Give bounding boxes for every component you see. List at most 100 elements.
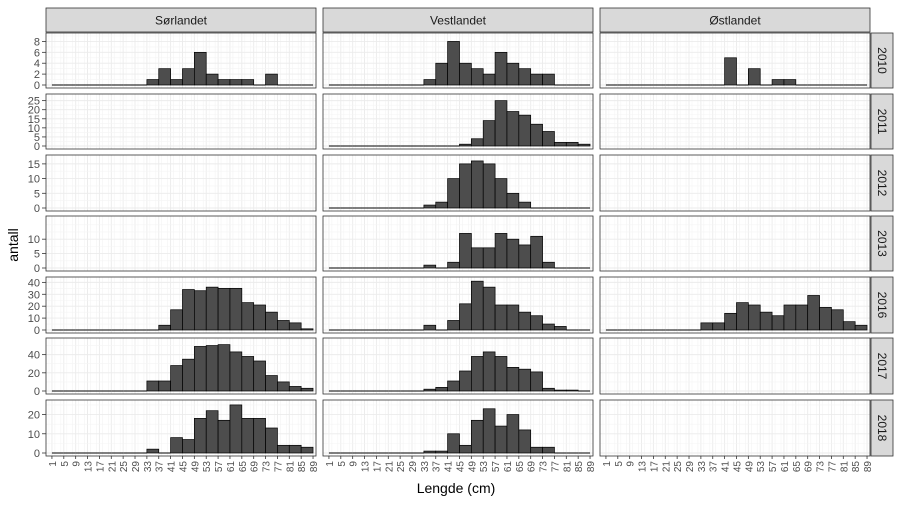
- histogram-bar: [471, 138, 484, 147]
- histogram-bar: [518, 201, 532, 209]
- histogram-bar: [146, 380, 160, 392]
- x-tick-label: 45: [732, 461, 743, 473]
- x-tick-label: 17: [649, 461, 660, 473]
- histogram-bar: [229, 79, 243, 86]
- x-tick-label: 37: [709, 461, 720, 473]
- x-tick-label: 9: [349, 461, 360, 467]
- y-tick-label: 40: [28, 277, 40, 289]
- y-tick-label: 30: [28, 289, 40, 301]
- panel-frame: [599, 215, 871, 272]
- histogram-bar: [300, 328, 314, 331]
- histogram-bar: [447, 320, 460, 331]
- y-tick-label: 15: [28, 159, 40, 171]
- y-tick-label: 5: [34, 188, 40, 200]
- x-tick-label: 33: [697, 461, 708, 473]
- x-tick-label: 5: [337, 461, 348, 467]
- histogram-bar: [447, 433, 460, 454]
- histogram-bar: [506, 304, 520, 331]
- x-tick-label: 21: [661, 461, 672, 473]
- x-tick-label: 41: [444, 461, 455, 473]
- x-tick-label: 77: [550, 461, 561, 473]
- panel-frame: [599, 32, 871, 89]
- x-tick-label: 77: [827, 461, 838, 473]
- histogram-bar: [158, 68, 171, 86]
- histogram-bar: [170, 309, 183, 331]
- x-tick-label: 29: [685, 461, 696, 473]
- histogram-bar: [494, 178, 508, 209]
- panel-background: [600, 155, 870, 211]
- histogram-bar: [471, 68, 484, 86]
- x-tick-label: 77: [273, 461, 284, 473]
- x-tick-label: 65: [238, 461, 249, 473]
- row-strip: [870, 215, 894, 272]
- x-tick-label: 33: [143, 461, 154, 473]
- x-tick-label: 53: [756, 461, 767, 473]
- x-tick-label: 13: [638, 461, 649, 473]
- x-tick-label: 57: [214, 461, 225, 473]
- x-tick-label: 41: [721, 461, 732, 473]
- histogram-bar: [205, 286, 219, 331]
- panel-background: [46, 155, 316, 211]
- histogram-bar: [542, 131, 555, 147]
- row-strip-label: 2016: [875, 292, 889, 319]
- histogram-bar: [506, 111, 520, 147]
- histogram-bar: [542, 446, 555, 454]
- x-tick-label: 85: [574, 461, 585, 473]
- y-tick-label: 0: [34, 448, 40, 460]
- histogram-bar: [435, 201, 448, 209]
- histogram-bar: [554, 142, 567, 147]
- histogram-bar: [194, 418, 207, 454]
- y-tick-label: 6: [34, 47, 40, 59]
- y-tick-label: 0: [34, 141, 40, 153]
- histogram-bar: [459, 370, 472, 392]
- histogram-bar: [300, 387, 314, 392]
- histogram-bar: [241, 302, 255, 331]
- x-tick-label: 89: [309, 461, 320, 473]
- histogram-bar: [182, 439, 195, 454]
- histogram-bar: [577, 143, 591, 147]
- histogram-bar: [482, 351, 496, 392]
- histogram-bar: [542, 73, 555, 86]
- histogram-bar: [530, 235, 543, 269]
- histogram-bar: [506, 192, 520, 209]
- histogram-bar: [423, 450, 437, 454]
- x-tick-label: 61: [780, 461, 791, 473]
- x-tick-label: 61: [226, 461, 237, 473]
- histogram-bar: [506, 238, 520, 269]
- x-tick-label: 25: [396, 461, 407, 473]
- histogram-bar: [759, 311, 773, 331]
- y-axis-title: antall: [5, 228, 21, 261]
- row-strip: [870, 154, 894, 212]
- histogram-bar: [423, 388, 437, 392]
- histogram-bar: [459, 163, 472, 209]
- histogram-bar: [518, 311, 532, 331]
- histogram-bar: [530, 315, 543, 331]
- x-tick-label: 1: [602, 461, 613, 467]
- x-tick-label: 33: [420, 461, 431, 473]
- y-tick-label: 0: [34, 203, 40, 215]
- histogram-bar: [288, 444, 302, 454]
- histogram-bar: [253, 418, 266, 454]
- x-tick-label: 49: [467, 461, 478, 473]
- x-tick-label: 53: [479, 461, 490, 473]
- row-strip-label: 2017: [875, 353, 889, 380]
- panel-frame: [45, 215, 317, 272]
- histogram-bar: [170, 365, 183, 392]
- histogram-bar: [554, 326, 567, 331]
- histogram-bar: [194, 51, 207, 86]
- x-tick-label: 45: [455, 461, 466, 473]
- histogram-bar: [482, 408, 496, 454]
- x-tick-label: 9: [72, 461, 83, 467]
- histogram-bar: [423, 324, 437, 331]
- x-tick-label: 17: [372, 461, 383, 473]
- x-tick-label: 89: [863, 461, 874, 473]
- x-tick-label: 81: [839, 461, 850, 473]
- row-strip-label: 2010: [875, 47, 889, 74]
- histogram-bar: [277, 444, 290, 454]
- panel-frame: [45, 399, 317, 457]
- histogram-bar: [565, 389, 579, 392]
- histogram-bar: [506, 367, 520, 392]
- histogram-bar: [482, 120, 496, 147]
- x-tick-label: 61: [503, 461, 514, 473]
